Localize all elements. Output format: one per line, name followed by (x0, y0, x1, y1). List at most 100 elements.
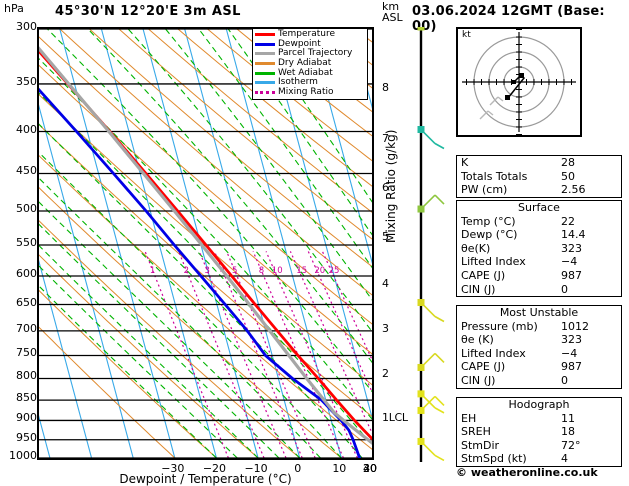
pressure-tick-550: 550 (16, 235, 37, 249)
legend-label: Mixing Ratio (278, 86, 334, 97)
table-row: Temp (°C) 22 (457, 215, 621, 229)
table-row: CIN (J) 0 (457, 374, 621, 388)
table-row: Dewp (°C) 14.4 (457, 228, 621, 242)
height-tick-3: 3 (382, 322, 389, 336)
legend-item-parcel-trajectory: Parcel Trajectory (255, 49, 365, 59)
table-row: StmSpd (kt) 4 (457, 452, 621, 466)
row-label: Lifted Index (461, 255, 526, 269)
legend-swatch (255, 42, 275, 46)
table-row: CAPE (J) 987 (457, 269, 621, 283)
row-value: 50 (561, 169, 575, 183)
row-value: 323 (561, 333, 582, 347)
row-label: CAPE (J) (461, 360, 506, 374)
row-label: CAPE (J) (461, 268, 506, 282)
hodograph-plot[interactable] (456, 27, 582, 137)
row-label: CIN (J) (461, 373, 496, 387)
table-row: EH 11 (457, 412, 621, 426)
row-value: 987 (561, 268, 582, 282)
legend-item-dry-adiabat: Dry Adiabat (255, 59, 365, 69)
pressure-tick-650: 650 (16, 295, 37, 309)
pressure-tick-900: 900 (16, 411, 37, 425)
table-row: PW (cm) 2.56 (457, 183, 621, 197)
pressure-tick-850: 850 (16, 391, 37, 405)
table-row: K 28 (457, 156, 621, 170)
row-value: −4 (561, 255, 578, 269)
pressure-tick-950: 950 (16, 430, 37, 444)
hodograph-unit-label: kt (462, 30, 471, 40)
table-row: Pressure (mb) 1012 (457, 320, 621, 334)
height-tick-1: 1LCL (382, 410, 408, 424)
row-label: K (461, 156, 469, 169)
pressure-tick-400: 400 (16, 122, 37, 136)
height-tick-6: 6 (382, 181, 389, 195)
pressure-tick-350: 350 (16, 74, 37, 88)
legend-label: Parcel Trajectory (278, 48, 353, 59)
svg-text:20: 20 (314, 266, 325, 276)
svg-text:10: 10 (272, 266, 283, 276)
temp-tick--30: −30 (161, 462, 185, 475)
legend-item-dewpoint: Dewpoint (255, 38, 365, 50)
row-value: 14.4 (561, 228, 586, 242)
row-value: 2.56 (561, 183, 586, 197)
svg-text:3: 3 (204, 266, 209, 276)
row-label: EH (461, 411, 477, 425)
legend-item-wet-adiabat: Wet Adiabat (255, 68, 365, 78)
row-value: 323 (561, 241, 582, 255)
svg-text:25: 25 (329, 266, 340, 276)
height-tick-7: 7 (382, 131, 389, 145)
temp-tick-40: 40 (363, 462, 377, 475)
pressure-unit-label: hPa (4, 2, 24, 15)
tbl-unstable-title: Most Unstable (499, 306, 579, 319)
table-row: θe (K) 323 (457, 333, 621, 347)
wind-barb-column (417, 27, 445, 462)
row-label: SREH (461, 425, 491, 439)
x-axis-title: Dewpoint / Temperature (°C) (119, 472, 292, 486)
tbl-surface-title: Surface (518, 201, 560, 214)
legend-item-temperature: Temperature (255, 30, 365, 40)
legend-label: Dewpoint (278, 38, 321, 49)
row-value: 22 (561, 214, 575, 228)
legend-swatch (255, 52, 275, 56)
pressure-axis: 300 350 400 450 500 550 600 650 700 750 800 850 900 9… (0, 0, 37, 486)
pressure-tick-450: 450 (16, 164, 37, 178)
pressure-tick-800: 800 (16, 369, 37, 383)
row-label: Dewp (°C) (461, 228, 518, 242)
temp-tick--10: −10 (244, 462, 268, 475)
legend-swatch (255, 81, 275, 85)
svg-text:5: 5 (232, 266, 237, 276)
legend-label: Temperature (278, 29, 336, 40)
temp-tick-0: 0 (294, 462, 302, 475)
row-label: StmDir (461, 438, 500, 452)
tbl-hodo-title: Hodograph (508, 398, 570, 411)
row-label: θe(K) (461, 241, 491, 255)
height-axis: 8 7 6 5 4 3 2 1LCL (376, 0, 408, 486)
row-value: 0 (561, 282, 568, 296)
mixing-ratio-axis-title: Mixing Ratio (g/kg) (384, 129, 398, 243)
row-label: Pressure (mb) (461, 319, 538, 333)
credit-label: © weatheronline.co.uk (456, 466, 598, 479)
legend-label: Isotherm (278, 77, 318, 88)
pressure-tick-500: 500 (16, 202, 37, 216)
row-label: θe (K) (461, 333, 494, 347)
temp-tick-20: 20 (363, 462, 377, 475)
legend-label: Wet Adiabat (278, 67, 333, 78)
hodograph-stats-table: Hodograph EH 11 SREH 18 StmDir 72° StmSpd (kt) 4 (456, 397, 622, 467)
row-value: 18 (561, 425, 575, 439)
row-value: −4 (561, 346, 578, 360)
legend-label: Dry Adiabat (278, 58, 332, 69)
legend-item-isotherm: Isotherm (255, 78, 365, 88)
surface-table: Surface Temp (°C) 22 Dewp (°C) 14.4 θe(K) 323 L… (456, 200, 622, 298)
hodograph-canvas (462, 29, 576, 135)
height-tick-4: 4 (382, 276, 389, 290)
row-label: PW (cm) (461, 183, 508, 197)
table-row: θe(K) 323 (457, 242, 621, 256)
row-label: Lifted Index (461, 346, 526, 360)
legend-swatch (255, 62, 275, 66)
height-tick-2: 2 (382, 367, 389, 381)
table-row: Lifted Index −4 (457, 255, 621, 269)
table-row: SREH 18 (457, 425, 621, 439)
skewt-canvas: 1 2 3 4 5 8 10 15 20 25 (39, 29, 372, 458)
height-asl-label: ASL (382, 11, 403, 24)
legend-swatch (255, 33, 275, 37)
temperature-axis: −30 −20 −10 0 10 20 30 40 (37, 462, 377, 475)
